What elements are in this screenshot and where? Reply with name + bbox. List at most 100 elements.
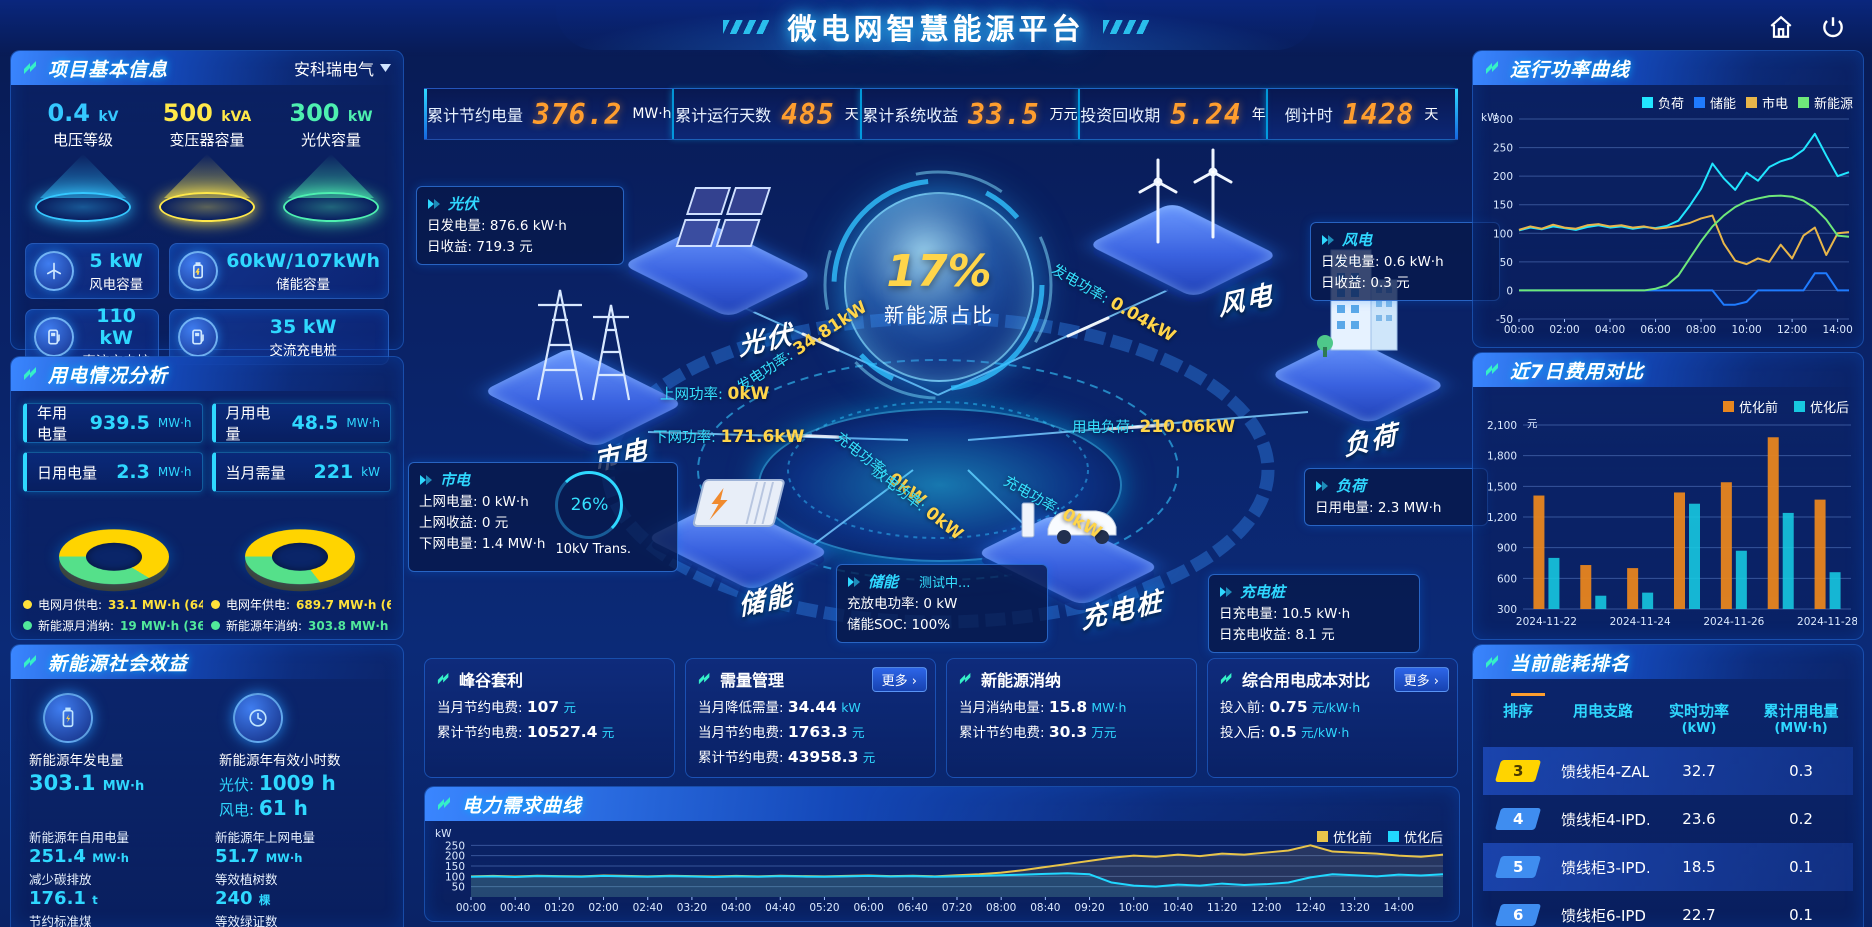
- kpi-unit: 天: [844, 107, 859, 123]
- ranking-header-cell: 累计用电量 (MW·h): [1763, 702, 1839, 736]
- wind-info-box: 风电 日发电量: 0.6 kW·h 日收益: 0.3 元: [1310, 222, 1500, 301]
- cone-beam-glow: [40, 154, 126, 198]
- center-bubble: 17% 新能源占比: [844, 192, 1034, 382]
- panel-project-info: 项目基本信息 安科瑞电气 0.4 kV 电压等级 500 kVA 变压器容量 300 k…: [10, 50, 404, 370]
- svg-text:08:40: 08:40: [1030, 902, 1060, 914]
- panel-usage-header: 用电情况分析: [11, 357, 403, 391]
- svg-text:200: 200: [1493, 171, 1513, 183]
- table-row[interactable]: 5 馈线柜3-IPD... 18.5 0.1: [1483, 843, 1853, 891]
- svg-text:2024-11-24: 2024-11-24: [1610, 616, 1671, 628]
- panel-usage-title: 用电情况分析: [48, 364, 169, 387]
- kpi-value: 376.2: [533, 97, 623, 131]
- legend-value: 689.7 MW·h (69%): [296, 597, 391, 612]
- svg-text:12:00: 12:00: [1251, 902, 1281, 914]
- company-name: 安科瑞电气: [293, 60, 374, 79]
- supply-donut: [49, 502, 179, 588]
- svg-text:0: 0: [1506, 285, 1513, 297]
- panel-ranking-header: 当前能耗排名: [1473, 645, 1863, 679]
- cone-label: 光伏容量: [300, 131, 361, 149]
- kpi-unit: MW·h: [632, 106, 672, 122]
- kpi-unit: 万元: [1049, 107, 1078, 123]
- kpi-unit: 年: [1251, 107, 1266, 123]
- panel-corner-icon: [1486, 655, 1498, 668]
- table-row[interactable]: 6 馈线柜6-IPD 22.7 0.1: [1483, 891, 1853, 927]
- kpi-item: 累计节约电量 376.2 MW·h: [427, 89, 672, 139]
- benefit-annual-generation: 新能源年发电量 303.1 MW·h: [21, 691, 203, 821]
- ac-charger-icon: [178, 317, 219, 357]
- more-button[interactable]: 更多 ›: [871, 667, 927, 692]
- cone-value: 300 kW: [289, 99, 373, 127]
- bottom-cards-row: 峰谷套利 当月节约电费: 107 元累计节约电费: 10527.4 元需量管理 更多…: [424, 658, 1458, 778]
- benefit-item: 等效绿证数303 张: [215, 911, 393, 927]
- home-icon[interactable]: [1768, 14, 1794, 40]
- ev-car-icon: [1008, 485, 1128, 559]
- benefit-item: 减少碳排放 176.1 t: [29, 869, 207, 909]
- transformer-widget: 26% 10kV Trans.: [555, 471, 631, 557]
- more-button[interactable]: 更多 ›: [1393, 667, 1449, 692]
- svg-text:600: 600: [1497, 573, 1517, 585]
- supply-donut: [235, 502, 365, 588]
- panel-demand-curve: 电力需求曲线 优化前 优化后 50 100 150 200 250 kW 00:00 00:40…: [424, 786, 1460, 922]
- usage-legend: 电网月供电: 33.1 MW·h (64%) 电网年供电: 689.7 MW·h (6…: [21, 596, 393, 634]
- card-line: 累计节约电费: 43958.3 元: [698, 747, 876, 766]
- svg-text:11:20: 11:20: [1207, 902, 1237, 914]
- chevron-down-icon: [380, 64, 391, 72]
- svg-text:2024-11-28: 2024-11-28: [1797, 616, 1857, 628]
- charger-info-box: 充电桩 日充电量: 10.5 kW·h 日充电收益: 8.1 元: [1208, 574, 1420, 653]
- svg-text:300: 300: [1493, 114, 1513, 126]
- svg-text:150: 150: [1493, 200, 1513, 212]
- table-row[interactable]: 4 馈线柜4-IPD... 23.6 0.2: [1483, 795, 1853, 843]
- new-energy-percent: 17%: [886, 246, 992, 297]
- card-line: 累计节约电费: 30.3 万元: [959, 722, 1117, 741]
- svg-text:08:00: 08:00: [1686, 324, 1716, 336]
- legend-dot: [23, 621, 32, 630]
- usage-stat: 月用电量 48.5 MW·h: [211, 403, 391, 443]
- ranking-table: 排序 用电支路 实时功率(kW) 累计用电量(MW·h) 3 馈线柜4-ZAL总 32.7 0…: [1473, 679, 1863, 927]
- kpi-label: 累计系统收益: [862, 106, 959, 125]
- rank-badge-cell: 3: [1483, 760, 1553, 782]
- rank-badge-cell: 5: [1483, 856, 1553, 878]
- power-icon[interactable]: [1820, 14, 1846, 40]
- benefit-item-value: 240 棵: [215, 888, 271, 909]
- panel-usage-analysis: 用电情况分析 年用电量 939.5 MW·h 月用电量 48.5 MW·h 日用电量 2.3 M…: [10, 356, 404, 640]
- usage-stat-unit: MW·h: [157, 416, 192, 430]
- bar-优化后: [1689, 503, 1700, 609]
- legend-item: 市电: [1745, 93, 1788, 112]
- scroll-indicator: [1511, 693, 1545, 696]
- usage-stat-value: 2.3: [116, 461, 150, 483]
- svg-text:150: 150: [445, 861, 465, 873]
- ranking-header-row: 排序 用电支路 实时功率 (kW) 累计用电量 (MW·h): [1483, 702, 1853, 747]
- card-title: 综合用电成本对比: [1220, 667, 1445, 691]
- cone-label: 变压器容量: [169, 131, 245, 149]
- panel-demand-header: 电力需求曲线: [425, 787, 1459, 821]
- svg-text:2024-11-26: 2024-11-26: [1703, 616, 1764, 628]
- realtime-power: 18.5: [1682, 858, 1716, 876]
- usage-stat-unit: kW: [361, 465, 380, 479]
- summary-card: 峰谷套利 当月节约电费: 107 元累计节约电费: 10527.4 元: [424, 658, 675, 778]
- kpi-value: 485: [781, 97, 835, 131]
- legend-item: 电网年供电: 689.7 MW·h (69%): [211, 596, 391, 613]
- kpi-label: 倒计时: [1284, 106, 1333, 125]
- card-line: 当月消纳电量: 15.8 MW·h: [959, 698, 1127, 716]
- realtime-power: 32.7: [1682, 762, 1716, 780]
- legend-dot: [23, 600, 32, 609]
- svg-text:1,800: 1,800: [1487, 451, 1517, 463]
- svg-text:10:00: 10:00: [1731, 324, 1761, 336]
- benefit-item-label: 新能源年上网电量: [215, 830, 316, 845]
- table-row[interactable]: 3 馈线柜4-ZAL总 32.7 0.3: [1483, 747, 1853, 795]
- rank-badge-cell: 4: [1483, 808, 1553, 830]
- panel-corner-icon: [1486, 61, 1498, 74]
- kpi-unit: 天: [1424, 107, 1439, 123]
- rank-badge-cell: 6: [1483, 904, 1553, 926]
- legend-value: 19 MW·h (36%): [120, 618, 203, 633]
- capacity-value: 35 kW: [269, 315, 337, 338]
- svg-text:06:40: 06:40: [898, 902, 928, 914]
- pv-info-box: 光伏 日发电量: 876.6 kW·h 日收益: 719.3 元: [416, 186, 624, 265]
- panel-run-power-title: 运行功率曲线: [1510, 58, 1631, 81]
- company-select[interactable]: 安科瑞电气: [294, 56, 391, 80]
- usage-stat-label: 日用电量: [37, 463, 98, 482]
- battery-icon: [178, 251, 219, 291]
- flow-load-power: 用电负荷: 210.06kW: [1072, 417, 1236, 437]
- capacity-value: 5 kW: [89, 249, 143, 272]
